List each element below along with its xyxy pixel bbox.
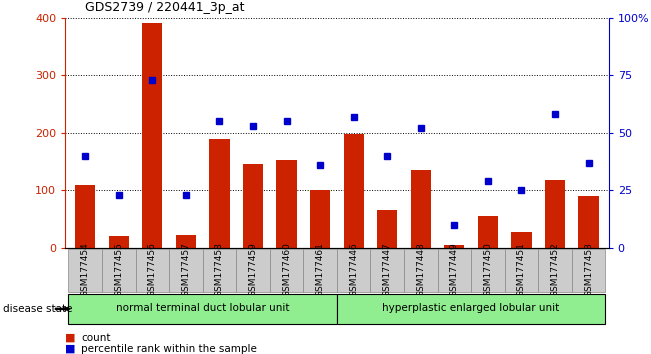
Text: GSM177459: GSM177459: [249, 242, 258, 297]
Text: GSM177449: GSM177449: [450, 242, 459, 297]
Bar: [512, 232, 531, 248]
Bar: [143, 23, 162, 248]
Bar: [75, 184, 95, 248]
Bar: [277, 160, 297, 248]
Bar: [444, 245, 464, 248]
FancyBboxPatch shape: [303, 249, 337, 292]
FancyBboxPatch shape: [471, 249, 505, 292]
Bar: [310, 190, 330, 248]
FancyBboxPatch shape: [505, 249, 538, 292]
Text: normal terminal duct lobular unit: normal terminal duct lobular unit: [116, 303, 290, 313]
FancyBboxPatch shape: [437, 249, 471, 292]
FancyBboxPatch shape: [538, 249, 572, 292]
FancyBboxPatch shape: [337, 294, 605, 324]
Text: GSM177451: GSM177451: [517, 242, 526, 297]
Text: disease state: disease state: [3, 304, 73, 314]
Text: GSM177454: GSM177454: [81, 242, 90, 297]
Bar: [210, 138, 230, 248]
Text: GSM177446: GSM177446: [349, 242, 358, 297]
Text: hyperplastic enlarged lobular unit: hyperplastic enlarged lobular unit: [383, 303, 560, 313]
Text: GSM177460: GSM177460: [282, 242, 291, 297]
FancyBboxPatch shape: [202, 249, 236, 292]
Text: GDS2739 / 220441_3p_at: GDS2739 / 220441_3p_at: [85, 1, 244, 14]
Text: GSM177458: GSM177458: [215, 242, 224, 297]
Text: GSM177447: GSM177447: [383, 242, 392, 297]
Text: GSM177455: GSM177455: [115, 242, 123, 297]
FancyBboxPatch shape: [270, 249, 303, 292]
FancyBboxPatch shape: [68, 249, 102, 292]
Text: percentile rank within the sample: percentile rank within the sample: [81, 344, 257, 354]
Bar: [176, 235, 196, 248]
FancyBboxPatch shape: [169, 249, 202, 292]
Text: ■: ■: [65, 333, 76, 343]
FancyBboxPatch shape: [370, 249, 404, 292]
Bar: [243, 164, 263, 248]
Text: GSM177448: GSM177448: [416, 242, 425, 297]
FancyBboxPatch shape: [102, 249, 135, 292]
Bar: [579, 196, 599, 248]
FancyBboxPatch shape: [404, 249, 437, 292]
Bar: [344, 135, 364, 248]
FancyBboxPatch shape: [337, 249, 370, 292]
Bar: [377, 210, 397, 248]
Text: GSM177450: GSM177450: [484, 242, 492, 297]
Text: GSM177456: GSM177456: [148, 242, 157, 297]
Text: GSM177452: GSM177452: [551, 242, 559, 297]
Bar: [411, 170, 431, 248]
FancyBboxPatch shape: [68, 294, 337, 324]
Text: GSM177461: GSM177461: [316, 242, 325, 297]
FancyBboxPatch shape: [572, 249, 605, 292]
Text: count: count: [81, 333, 111, 343]
Text: GSM177457: GSM177457: [182, 242, 190, 297]
FancyBboxPatch shape: [236, 249, 270, 292]
FancyBboxPatch shape: [135, 249, 169, 292]
Text: GSM177453: GSM177453: [584, 242, 593, 297]
Text: ■: ■: [65, 344, 76, 354]
Bar: [478, 216, 498, 248]
Bar: [109, 236, 129, 248]
Bar: [545, 180, 565, 248]
